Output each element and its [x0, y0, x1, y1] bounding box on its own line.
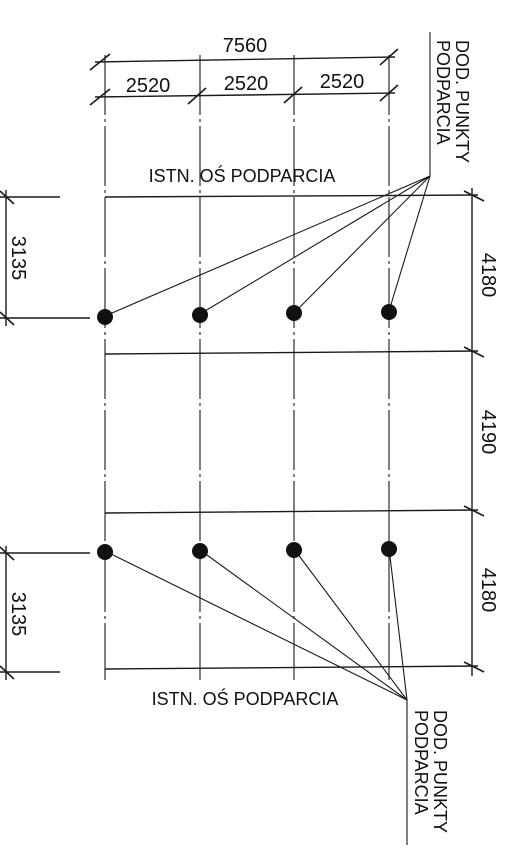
leader-line: [199, 175, 431, 315]
dim-tick: [463, 505, 485, 517]
support-axis-3: [104, 509, 479, 514]
support-point: [286, 542, 302, 558]
span-dim-label-3: 2520: [320, 71, 365, 93]
support-points-top: [97, 304, 397, 325]
right-dim-label-3: 4180: [477, 568, 499, 613]
left-dimension-lines: [0, 190, 90, 680]
support-point: [97, 544, 113, 560]
leader-line: [104, 550, 408, 701]
horizontal-axes: [104, 194, 479, 670]
right-dimension-line: [463, 188, 485, 676]
left-dim-label-2: 3135: [7, 592, 29, 637]
left-dim-label-1: 3135: [7, 236, 29, 281]
top-dimension-lines: [89, 48, 399, 106]
support-point: [381, 304, 397, 320]
leader-line: [388, 175, 431, 312]
extra-points-top-line1: DOD. PUNKTY: [452, 40, 472, 163]
leader-lines-bottom: [104, 547, 408, 845]
span-dim-label-2: 2520: [224, 73, 269, 95]
leader-line: [199, 549, 408, 701]
support-axis-label-top: ISTN. OŚ PODPARCIA: [149, 165, 336, 186]
dim-tick: [283, 86, 303, 104]
leader-lines-top: [104, 32, 431, 317]
support-points-bottom: [97, 541, 397, 560]
support-point: [192, 543, 208, 559]
dim-tick: [0, 311, 15, 326]
dim-tick: [89, 53, 111, 71]
dim-tick: [89, 88, 111, 106]
support-axis-4: [104, 665, 479, 670]
right-dim-label-2: 4190: [477, 410, 499, 455]
dim-tick: [463, 661, 485, 673]
dim-tick: [463, 346, 485, 358]
support-axis-2: [104, 350, 479, 355]
extra-points-top-line2: PODPARCIA: [433, 40, 453, 145]
dim-tick: [0, 546, 15, 561]
leader-line: [104, 175, 431, 317]
extra-points-bottom-line1: DOD. PUNKTY: [430, 710, 450, 833]
support-point: [192, 307, 208, 323]
support-axis-1: [104, 194, 479, 198]
span-dim-line: [94, 92, 396, 98]
span-dim-label-1: 2520: [126, 75, 171, 97]
extra-points-bottom-line2: PODPARCIA: [411, 710, 431, 815]
support-point: [97, 309, 113, 325]
dim-tick: [0, 190, 15, 205]
dim-tick: [0, 665, 15, 680]
leader-line: [293, 175, 431, 314]
right-dim-label-1: 4180: [477, 253, 499, 298]
leader-line: [293, 548, 408, 701]
dim-tick: [187, 87, 207, 105]
leader-line: [388, 547, 408, 701]
vertical-grid-lines: [104, 55, 390, 680]
dim-tick: [463, 190, 485, 202]
total-dim-label: 7560: [223, 35, 268, 57]
support-axis-label-bottom: ISTN. OŚ PODPARCIA: [152, 688, 339, 709]
support-point: [286, 305, 302, 321]
total-dim-line: [94, 56, 396, 63]
support-point: [381, 541, 397, 557]
